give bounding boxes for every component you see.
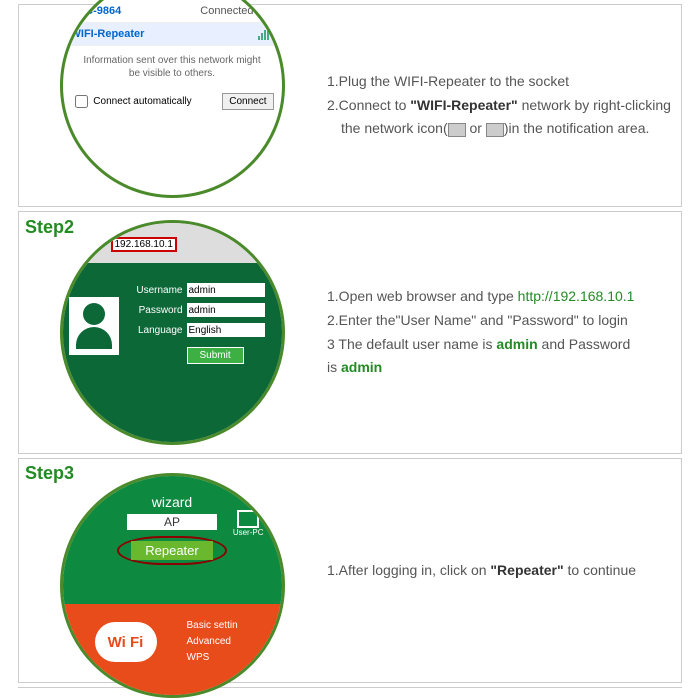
step1-image-col: Wireless Network Connection ▴ TDC-9864 C… xyxy=(27,13,317,198)
login-form: Username Password Language Submit xyxy=(127,283,265,440)
user-pc-icon: User-PC xyxy=(233,510,264,537)
url-link: http://192.168.10.1 xyxy=(518,288,635,304)
repeater-highlight: Repeater xyxy=(117,536,227,565)
t: 3 The default user name is xyxy=(327,336,496,352)
t: )in the notification area. xyxy=(504,120,650,136)
user-pc-label: User-PC xyxy=(233,528,264,537)
wizard-label: wizard xyxy=(63,494,282,510)
repeater-bold: "Repeater" xyxy=(490,562,563,578)
step1-instructions: 1.Plug the WIFI-Repeater to the socket 2… xyxy=(317,70,673,141)
language-label: Language xyxy=(127,325,183,336)
network2-name: WIFI-Repeater xyxy=(71,28,145,40)
step2-line1: 1.Open web browser and type http://192.1… xyxy=(327,285,673,309)
network-row-1[interactable]: TDC-9864 Connected xyxy=(63,0,282,23)
wifi-logo: Wi Fi xyxy=(95,622,157,662)
menu-advanced[interactable]: Advanced xyxy=(187,634,238,650)
language-row: Language xyxy=(127,323,265,337)
t: network by right-clicking xyxy=(518,97,671,113)
step3-block: Step3 wizard AP Repeater User-PC Wi Fi B… xyxy=(18,458,682,683)
password-label: Password xyxy=(127,305,183,316)
submit-button[interactable]: Submit xyxy=(187,347,244,364)
repeater-button[interactable]: Repeater xyxy=(131,541,212,560)
auto-connect-checkbox[interactable] xyxy=(75,95,88,108)
network-row-2[interactable]: WIFI-Repeater xyxy=(63,23,282,46)
network1-name: TDC-9864 xyxy=(71,5,122,17)
t: 1.After logging in, click on xyxy=(327,562,490,578)
username-input[interactable] xyxy=(187,283,265,297)
username-row: Username xyxy=(127,283,265,297)
url-highlight: 192.168.10.1 xyxy=(111,237,177,252)
password-row: Password xyxy=(127,303,265,317)
avatar-icon xyxy=(69,297,119,355)
connect-row: Connect automatically Connect xyxy=(63,88,282,115)
wifi-menu: Basic settin Advanced WPS xyxy=(187,618,238,698)
step2-instructions: 1.Open web browser and type http://192.1… xyxy=(317,285,673,380)
admin-user: admin xyxy=(496,336,537,352)
network1-status: Connected xyxy=(200,5,253,17)
network-info-text: Information sent over this network might… xyxy=(63,46,282,88)
signal-icon xyxy=(258,27,274,41)
menu-wps[interactable]: WPS xyxy=(187,650,238,666)
admin-pass: admin xyxy=(341,359,382,375)
step1-block: Wireless Network Connection ▴ TDC-9864 C… xyxy=(18,4,682,207)
language-select[interactable] xyxy=(187,323,265,337)
monitor-tray-icon xyxy=(486,123,504,137)
auto-connect-label[interactable]: Connect automatically xyxy=(71,92,192,111)
step1-line2: 2.Connect to "WIFI-Repeater" network by … xyxy=(327,94,673,118)
auto-connect-text: Connect automatically xyxy=(93,96,191,107)
step2-circle: 192.168.10.1 Username Password Language xyxy=(60,220,285,445)
browser-bar: 192.168.10.1 xyxy=(63,223,282,263)
monitor-icon xyxy=(237,510,259,528)
step2-line2: 2.Enter the"User Name" and "Password" to… xyxy=(327,309,673,333)
step2-line3: 3 The default user name is admin and Pas… xyxy=(327,333,673,357)
t: the network icon( xyxy=(341,120,448,136)
menu-basic[interactable]: Basic settin xyxy=(187,618,238,634)
connect-button[interactable]: Connect xyxy=(222,93,273,110)
t: or xyxy=(466,120,482,136)
t: is xyxy=(327,359,341,375)
wifi-panel: Wi Fi Basic settin Advanced WPS xyxy=(63,604,282,698)
step2-line4: is admin xyxy=(327,356,673,380)
step2-block: Step2 192.168.10.1 Username Password xyxy=(18,211,682,454)
step1-line1: 1.Plug the WIFI-Repeater to the socket xyxy=(327,70,673,94)
step2-image-col: 192.168.10.1 Username Password Language xyxy=(27,220,317,445)
divider xyxy=(18,687,682,688)
ap-button[interactable]: AP xyxy=(127,514,217,530)
step3-circle: wizard AP Repeater User-PC Wi Fi Basic s… xyxy=(60,473,285,698)
password-input[interactable] xyxy=(187,303,265,317)
step1-line3: the network icon( or )in the notificatio… xyxy=(327,117,673,141)
step3-instructions: 1.After logging in, click on "Repeater" … xyxy=(317,559,673,583)
wizard-panel: wizard AP Repeater User-PC xyxy=(63,476,282,604)
t: 1.Open web browser and type xyxy=(327,288,518,304)
login-page: Username Password Language Submit xyxy=(63,263,282,445)
step3-image-col: wizard AP Repeater User-PC Wi Fi Basic s… xyxy=(27,473,317,668)
signal-tray-icon xyxy=(448,123,466,137)
wifi-repeater-bold: "WIFI-Repeater" xyxy=(410,97,517,113)
step1-circle: Wireless Network Connection ▴ TDC-9864 C… xyxy=(60,0,285,198)
username-label: Username xyxy=(127,285,183,296)
t: 2.Connect to xyxy=(327,97,410,113)
t: and Password xyxy=(538,336,631,352)
step3-line1: 1.After logging in, click on "Repeater" … xyxy=(327,559,673,583)
signal-icon xyxy=(258,4,274,18)
t: to continue xyxy=(564,562,636,578)
